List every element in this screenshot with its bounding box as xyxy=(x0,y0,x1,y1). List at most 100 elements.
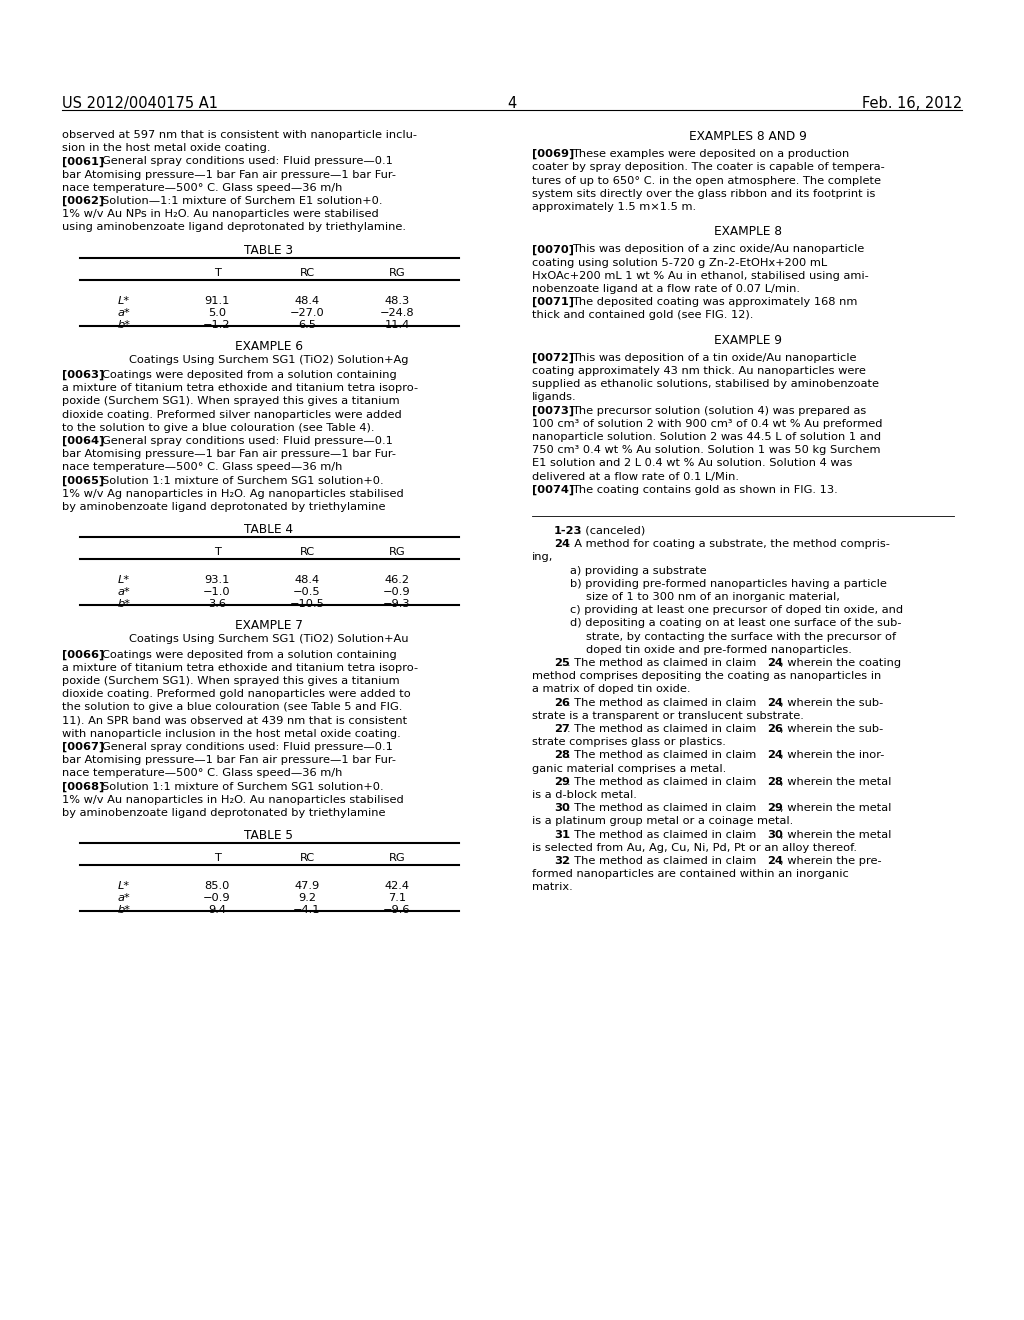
Text: 24: 24 xyxy=(554,539,570,549)
Text: nanoparticle solution. Solution 2 was 44.5 L of solution 1 and: nanoparticle solution. Solution 2 was 44… xyxy=(532,432,881,442)
Text: 30: 30 xyxy=(554,803,570,813)
Text: , wherein the coating: , wherein the coating xyxy=(780,657,901,668)
Text: EXAMPLE 8: EXAMPLE 8 xyxy=(714,226,782,238)
Text: b*: b* xyxy=(118,319,130,330)
Text: 26: 26 xyxy=(767,723,783,734)
Text: 24: 24 xyxy=(767,657,783,668)
Text: L*: L* xyxy=(118,296,130,306)
Text: The precursor solution (solution 4) was prepared as: The precursor solution (solution 4) was … xyxy=(572,405,866,416)
Text: is a platinum group metal or a coinage metal.: is a platinum group metal or a coinage m… xyxy=(532,816,794,826)
Text: 31: 31 xyxy=(554,829,570,840)
Text: 47.9: 47.9 xyxy=(294,882,319,891)
Text: 1% w/v Au NPs in H₂O. Au nanoparticles were stabilised: 1% w/v Au NPs in H₂O. Au nanoparticles w… xyxy=(62,209,379,219)
Text: General spray conditions used: Fluid pressure—0.1: General spray conditions used: Fluid pre… xyxy=(102,436,393,446)
Text: HxOAc+200 mL 1 wt % Au in ethanol, stabilised using ami-: HxOAc+200 mL 1 wt % Au in ethanol, stabi… xyxy=(532,271,868,281)
Text: [0066]: [0066] xyxy=(62,649,104,660)
Text: nobenzoate ligand at a flow rate of 0.07 L/min.: nobenzoate ligand at a flow rate of 0.07… xyxy=(532,284,800,294)
Text: 9.2: 9.2 xyxy=(298,894,316,903)
Text: −0.5: −0.5 xyxy=(293,587,321,597)
Text: nace temperature—500° C. Glass speed—36 m/h: nace temperature—500° C. Glass speed—36 … xyxy=(62,462,342,473)
Text: using aminobenzoate ligand deprotonated by triethylamine.: using aminobenzoate ligand deprotonated … xyxy=(62,222,406,232)
Text: General spray conditions used: Fluid pressure—0.1: General spray conditions used: Fluid pre… xyxy=(102,156,393,166)
Text: 91.1: 91.1 xyxy=(205,296,229,306)
Text: US 2012/0040175 A1: US 2012/0040175 A1 xyxy=(62,96,218,111)
Text: Coatings were deposited from a solution containing: Coatings were deposited from a solution … xyxy=(102,649,396,660)
Text: approximately 1.5 m×1.5 m.: approximately 1.5 m×1.5 m. xyxy=(532,202,696,213)
Text: 28: 28 xyxy=(767,776,783,787)
Text: TABLE 5: TABLE 5 xyxy=(245,829,294,842)
Text: [0072]: [0072] xyxy=(532,352,574,363)
Text: RG: RG xyxy=(389,853,406,863)
Text: b*: b* xyxy=(118,906,130,915)
Text: [0071]: [0071] xyxy=(532,297,574,308)
Text: −10.5: −10.5 xyxy=(290,599,325,610)
Text: observed at 597 nm that is consistent with nanoparticle inclu-: observed at 597 nm that is consistent wi… xyxy=(62,129,417,140)
Text: supplied as ethanolic solutions, stabilised by aminobenzoate: supplied as ethanolic solutions, stabili… xyxy=(532,379,879,389)
Text: [0068]: [0068] xyxy=(62,781,104,792)
Text: poxide (Surchem SG1). When sprayed this gives a titanium: poxide (Surchem SG1). When sprayed this … xyxy=(62,676,399,686)
Text: 24: 24 xyxy=(767,697,783,708)
Text: L*: L* xyxy=(118,882,130,891)
Text: with nanoparticle inclusion in the host metal oxide coating.: with nanoparticle inclusion in the host … xyxy=(62,729,400,739)
Text: The deposited coating was approximately 168 nm: The deposited coating was approximately … xyxy=(572,297,857,308)
Text: size of 1 to 300 nm of an inorganic material,: size of 1 to 300 nm of an inorganic mate… xyxy=(586,591,840,602)
Text: . The method as claimed in claim: . The method as claimed in claim xyxy=(567,723,760,734)
Text: , wherein the sub-: , wherein the sub- xyxy=(780,697,884,708)
Text: [0069]: [0069] xyxy=(532,149,574,160)
Text: method comprises depositing the coating as nanoparticles in: method comprises depositing the coating … xyxy=(532,671,882,681)
Text: −24.8: −24.8 xyxy=(380,308,415,318)
Text: 85.0: 85.0 xyxy=(205,882,229,891)
Text: , wherein the pre-: , wherein the pre- xyxy=(780,855,882,866)
Text: −1.0: −1.0 xyxy=(203,587,230,597)
Text: 11). An SPR band was observed at 439 nm that is consistent: 11). An SPR band was observed at 439 nm … xyxy=(62,715,408,726)
Text: by aminobenzoate ligand deprotonated by triethylamine: by aminobenzoate ligand deprotonated by … xyxy=(62,808,385,818)
Text: 27: 27 xyxy=(554,723,569,734)
Text: Coatings Using Surchem SG1 (TiO2) Solution+Au: Coatings Using Surchem SG1 (TiO2) Soluti… xyxy=(129,635,409,644)
Text: −4.1: −4.1 xyxy=(293,906,321,915)
Text: strate is a transparent or translucent substrate.: strate is a transparent or translucent s… xyxy=(532,710,804,721)
Text: RG: RG xyxy=(389,268,406,277)
Text: , wherein the metal: , wherein the metal xyxy=(780,803,891,813)
Text: 4: 4 xyxy=(507,96,517,111)
Text: 48.3: 48.3 xyxy=(384,296,410,306)
Text: tures of up to 650° C. in the open atmosphere. The complete: tures of up to 650° C. in the open atmos… xyxy=(532,176,881,186)
Text: TABLE 3: TABLE 3 xyxy=(245,244,294,256)
Text: 48.4: 48.4 xyxy=(295,576,319,585)
Text: −0.9: −0.9 xyxy=(203,894,230,903)
Text: E1 solution and 2 L 0.4 wt % Au solution. Solution 4 was: E1 solution and 2 L 0.4 wt % Au solution… xyxy=(532,458,852,469)
Text: poxide (Surchem SG1). When sprayed this gives a titanium: poxide (Surchem SG1). When sprayed this … xyxy=(62,396,399,407)
Text: 48.4: 48.4 xyxy=(295,296,319,306)
Text: 11.4: 11.4 xyxy=(384,319,410,330)
Text: is selected from Au, Ag, Cu, Ni, Pd, Pt or an alloy thereof.: is selected from Au, Ag, Cu, Ni, Pd, Pt … xyxy=(532,842,857,853)
Text: 100 cm³ of solution 2 with 900 cm³ of 0.4 wt % Au preformed: 100 cm³ of solution 2 with 900 cm³ of 0.… xyxy=(532,418,883,429)
Text: . The method as claimed in claim: . The method as claimed in claim xyxy=(567,776,760,787)
Text: RC: RC xyxy=(299,853,314,863)
Text: 28: 28 xyxy=(554,750,570,760)
Text: a*: a* xyxy=(118,894,130,903)
Text: coating approximately 43 nm thick. Au nanoparticles were: coating approximately 43 nm thick. Au na… xyxy=(532,366,866,376)
Text: [0070]: [0070] xyxy=(532,244,574,255)
Text: −0.9: −0.9 xyxy=(383,587,411,597)
Text: delivered at a flow rate of 0.1 L/Min.: delivered at a flow rate of 0.1 L/Min. xyxy=(532,471,739,482)
Text: −9.3: −9.3 xyxy=(383,599,411,610)
Text: coating using solution 5-720 g Zn-2-EtOHx+200 mL: coating using solution 5-720 g Zn-2-EtOH… xyxy=(532,257,827,268)
Text: 30: 30 xyxy=(767,829,783,840)
Text: . The method as claimed in claim: . The method as claimed in claim xyxy=(567,803,760,813)
Text: Solution 1:1 mixture of Surchem SG1 solution+0.: Solution 1:1 mixture of Surchem SG1 solu… xyxy=(102,781,384,792)
Text: T: T xyxy=(214,268,220,277)
Text: the solution to give a blue colouration (see Table 5 and FIG.: the solution to give a blue colouration … xyxy=(62,702,402,713)
Text: The coating contains gold as shown in FIG. 13.: The coating contains gold as shown in FI… xyxy=(572,484,838,495)
Text: dioxide coating. Preformed silver nanoparticles were added: dioxide coating. Preformed silver nanopa… xyxy=(62,409,401,420)
Text: b) providing pre-formed nanoparticles having a particle: b) providing pre-formed nanoparticles ha… xyxy=(570,578,887,589)
Text: 1% w/v Ag nanoparticles in H₂O. Ag nanoparticles stabilised: 1% w/v Ag nanoparticles in H₂O. Ag nanop… xyxy=(62,488,403,499)
Text: 24: 24 xyxy=(767,855,783,866)
Text: , wherein the metal: , wherein the metal xyxy=(780,776,891,787)
Text: 1-23: 1-23 xyxy=(554,525,583,536)
Text: matrix.: matrix. xyxy=(532,882,572,892)
Text: T: T xyxy=(214,548,220,557)
Text: a*: a* xyxy=(118,587,130,597)
Text: d) depositing a coating on at least one surface of the sub-: d) depositing a coating on at least one … xyxy=(570,618,901,628)
Text: [0064]: [0064] xyxy=(62,436,104,446)
Text: dioxide coating. Preformed gold nanoparticles were added to: dioxide coating. Preformed gold nanopart… xyxy=(62,689,411,700)
Text: [0065]: [0065] xyxy=(62,475,104,486)
